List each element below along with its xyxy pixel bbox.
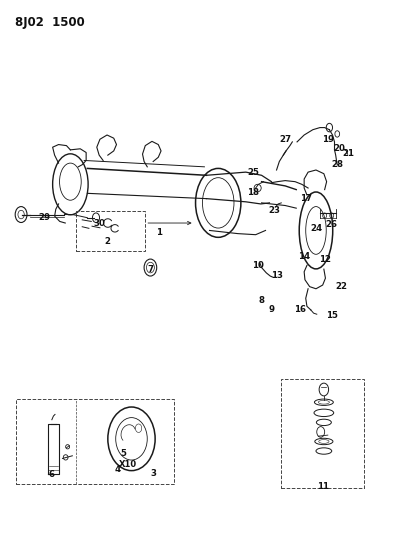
Text: 2: 2: [105, 237, 111, 246]
Text: 13: 13: [271, 271, 283, 280]
Text: 12: 12: [319, 255, 331, 264]
Text: 5: 5: [121, 449, 127, 458]
Text: X10: X10: [119, 460, 137, 469]
Bar: [16, 399, 174, 484]
Text: 23: 23: [268, 206, 280, 215]
Text: 26: 26: [326, 220, 338, 229]
Text: 11: 11: [317, 482, 329, 491]
Bar: [76, 211, 145, 251]
Text: 8: 8: [258, 296, 264, 305]
Text: 6: 6: [48, 470, 54, 479]
Text: 3: 3: [150, 469, 156, 478]
Text: 30: 30: [93, 219, 105, 228]
Text: 27: 27: [279, 135, 291, 144]
Text: 1: 1: [156, 228, 162, 237]
Text: 16: 16: [294, 305, 306, 314]
Text: 21: 21: [342, 149, 354, 158]
Text: 14: 14: [298, 253, 310, 262]
Text: 24: 24: [310, 224, 322, 233]
Text: 19: 19: [322, 135, 334, 144]
Text: 17: 17: [300, 194, 312, 203]
Text: 29: 29: [39, 213, 51, 222]
Text: 10: 10: [252, 261, 264, 270]
Text: 15: 15: [326, 311, 338, 320]
Text: 8J02  1500: 8J02 1500: [15, 16, 85, 29]
Text: 4: 4: [115, 465, 121, 473]
Text: 22: 22: [335, 282, 347, 291]
Text: 7: 7: [147, 265, 154, 273]
Text: 25: 25: [248, 167, 260, 176]
Text: 9: 9: [268, 305, 274, 314]
Text: 28: 28: [331, 160, 343, 169]
Text: 18: 18: [247, 188, 259, 197]
Bar: [281, 379, 364, 488]
Text: 20: 20: [334, 144, 345, 153]
